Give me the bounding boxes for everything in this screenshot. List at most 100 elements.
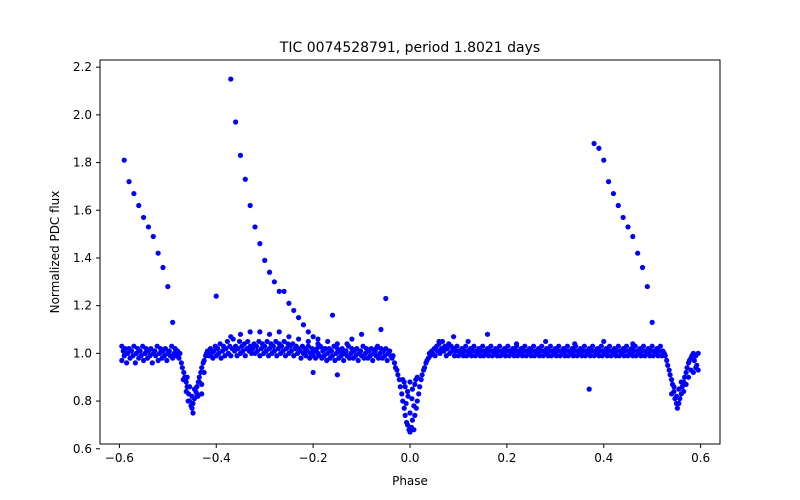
data-point — [271, 348, 277, 354]
data-point — [223, 346, 229, 352]
x-tick-label: 0.4 — [594, 451, 613, 465]
data-point — [657, 343, 664, 349]
y-tick-label: 0.8 — [73, 394, 92, 408]
data-point — [502, 353, 509, 359]
data-point — [140, 357, 147, 364]
data-point — [394, 367, 400, 373]
data-point — [329, 312, 336, 318]
data-point — [416, 391, 422, 397]
data-point — [361, 355, 367, 361]
data-point — [665, 362, 671, 368]
data-point — [411, 403, 417, 409]
data-point — [671, 384, 677, 390]
x-tick-label: −0.2 — [299, 451, 328, 465]
data-point — [178, 360, 184, 366]
data-point — [648, 348, 654, 354]
data-point — [407, 429, 413, 435]
data-point — [553, 353, 559, 359]
data-point — [556, 343, 562, 349]
data-point — [620, 214, 626, 221]
data-point — [132, 360, 138, 366]
data-point — [320, 346, 326, 352]
data-point — [170, 319, 176, 325]
data-point — [630, 233, 636, 240]
data-point — [391, 360, 398, 366]
data-point — [199, 365, 205, 371]
data-point — [325, 350, 331, 356]
data-point — [145, 224, 152, 230]
data-point — [465, 338, 471, 345]
data-point — [638, 353, 644, 359]
data-point — [274, 353, 280, 359]
data-point — [536, 353, 542, 359]
data-point — [199, 391, 205, 397]
data-point — [245, 338, 251, 345]
data-point — [242, 176, 248, 182]
data-point — [341, 357, 347, 364]
data-point — [315, 341, 321, 347]
data-point — [150, 233, 156, 240]
data-point — [437, 350, 443, 356]
data-point — [119, 357, 125, 364]
y-tick-label: 1.2 — [73, 299, 92, 313]
data-point — [133, 350, 139, 356]
data-point — [283, 346, 290, 352]
data-point — [404, 422, 411, 428]
data-point — [305, 338, 311, 345]
data-point — [546, 348, 552, 354]
data-point — [674, 405, 680, 411]
data-point — [170, 355, 176, 361]
data-point — [644, 283, 650, 290]
data-point — [155, 250, 161, 256]
data-point — [451, 353, 458, 359]
data-point — [547, 343, 554, 349]
data-point — [683, 381, 689, 387]
data-point — [266, 346, 273, 352]
data-point — [655, 353, 661, 359]
data-point — [181, 369, 187, 376]
data-point — [693, 365, 699, 371]
data-point — [519, 353, 525, 359]
data-point — [401, 379, 407, 385]
data-point — [399, 391, 405, 397]
data-point — [605, 179, 612, 185]
data-point — [339, 346, 345, 352]
x-tick-label: 0.2 — [497, 451, 516, 465]
data-point — [649, 319, 655, 325]
data-point — [615, 202, 621, 209]
data-point — [148, 346, 154, 352]
data-point — [383, 346, 389, 352]
data-point — [253, 343, 260, 349]
data-point — [195, 393, 201, 399]
data-point — [240, 348, 246, 354]
data-point — [676, 400, 682, 407]
data-point — [176, 355, 182, 361]
data-point — [418, 377, 424, 383]
data-point — [639, 264, 646, 271]
data-point — [450, 334, 457, 340]
data-point — [128, 348, 135, 354]
data-point — [625, 224, 631, 230]
data-point — [395, 372, 401, 378]
data-point — [590, 343, 596, 349]
data-point — [276, 288, 282, 294]
data-point — [414, 398, 420, 404]
data-point — [598, 343, 604, 349]
data-point — [237, 331, 244, 337]
data-point — [291, 307, 297, 314]
data-point — [257, 329, 263, 335]
data-point — [164, 357, 170, 364]
data-point — [378, 326, 384, 333]
data-point — [529, 348, 535, 354]
data-point — [236, 338, 243, 345]
data-point — [596, 145, 602, 151]
data-point — [190, 410, 196, 416]
data-point — [153, 353, 159, 359]
data-point — [286, 300, 292, 306]
data-point — [614, 348, 620, 354]
data-point — [402, 384, 408, 390]
data-point — [136, 202, 142, 209]
data-point — [480, 343, 486, 349]
data-point — [271, 279, 277, 285]
data-point — [315, 336, 321, 342]
